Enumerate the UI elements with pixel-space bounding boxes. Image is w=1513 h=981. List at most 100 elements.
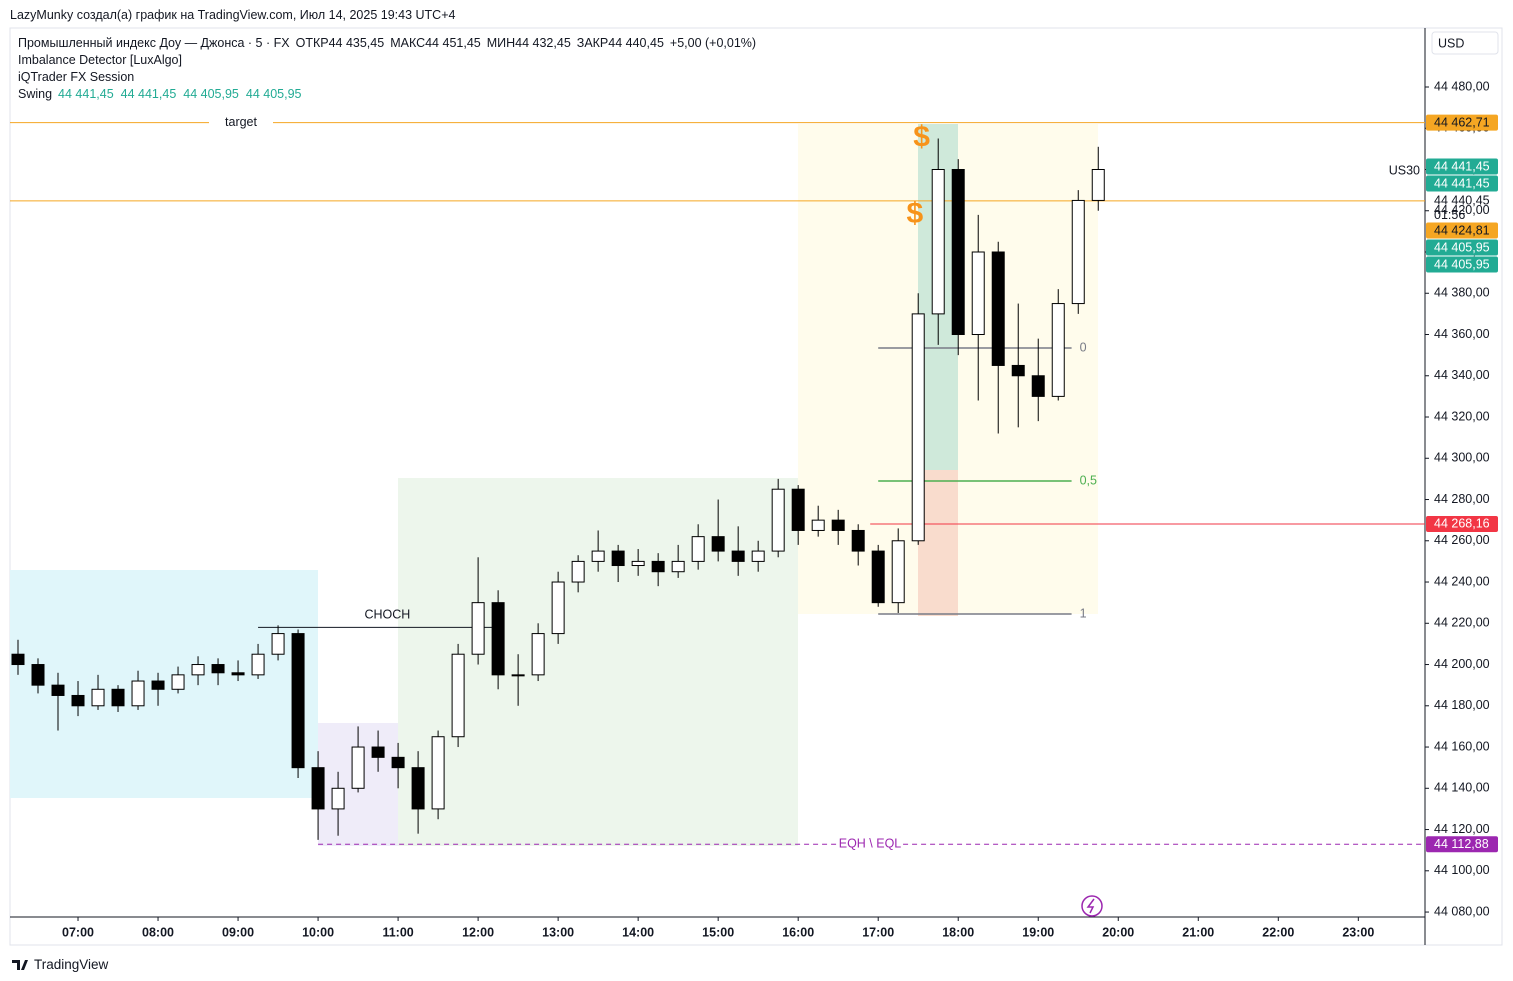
countdown: 01:56 xyxy=(1434,208,1465,222)
price-tag xyxy=(1426,114,1498,131)
candle-body xyxy=(891,540,905,604)
swing-value: 44 405,95 xyxy=(183,87,239,101)
price-tag-label: 44 112,88 xyxy=(1434,837,1489,851)
y-tick-label: 44 340,00 xyxy=(1434,368,1490,382)
x-tick-label: 23:00 xyxy=(1342,925,1374,939)
x-tick-label: 22:00 xyxy=(1262,925,1294,939)
candle-body xyxy=(591,550,605,562)
candle-body xyxy=(851,529,865,552)
candle-body xyxy=(151,680,165,690)
candle-body xyxy=(751,550,765,562)
candle-body xyxy=(1091,168,1105,201)
candle-body xyxy=(491,602,505,676)
fib-label: 1 xyxy=(1080,606,1087,620)
candle-body xyxy=(331,787,345,810)
candle-body xyxy=(791,488,805,531)
candle-body xyxy=(231,672,245,676)
indicator: Imbalance Detector [LuxAlgo] xyxy=(18,53,182,67)
icon xyxy=(1086,898,1095,914)
ohlc-label: МИН xyxy=(486,36,516,50)
currency-button[interactable] xyxy=(1431,31,1499,55)
ohlc-value: 44 451,45 xyxy=(425,36,481,50)
candle-body xyxy=(31,664,45,686)
price-tag-label: 44 441,45 xyxy=(1434,159,1490,173)
currency[interactable]: USD xyxy=(1438,36,1464,50)
x-tick-label: 19:00 xyxy=(1022,925,1054,939)
x-tick-label: 11:00 xyxy=(382,925,413,939)
candle-body xyxy=(91,688,105,707)
icon xyxy=(1081,895,1103,917)
candle-body xyxy=(631,560,645,567)
price-tag-label: 44 268,16 xyxy=(1434,517,1490,531)
ohlc-label: ОТКР xyxy=(295,36,329,50)
candle-body xyxy=(1051,303,1065,397)
y-tick-label: 44 140,00 xyxy=(1434,781,1490,795)
choch-label: CHOCH xyxy=(364,608,410,622)
y-tick-label: 44 120,00 xyxy=(1434,822,1490,836)
signal-icon: $ xyxy=(907,197,924,230)
candle-body xyxy=(251,653,265,676)
level-label: target xyxy=(225,115,257,129)
signal-icon: $ xyxy=(913,120,930,153)
symbol-label: US30 xyxy=(1389,163,1420,177)
y-tick-label: 44 480,00 xyxy=(1434,79,1490,93)
swing-name: Swing xyxy=(18,87,53,101)
price-tag xyxy=(1426,836,1498,853)
y-tick-label: 44 260,00 xyxy=(1434,533,1490,547)
y-tick-label: 44 100,00 xyxy=(1434,863,1490,877)
candle-body xyxy=(351,746,365,789)
y-tick-label: 44 420,00 xyxy=(1434,203,1490,217)
candle-body xyxy=(671,560,685,573)
candle-body xyxy=(171,674,185,690)
y-tick-label: 44 300,00 xyxy=(1434,451,1490,465)
price-tag-label: 44 441,45 xyxy=(1434,176,1490,190)
candle-body xyxy=(211,664,225,674)
candle-body xyxy=(51,684,65,696)
swing-value: 44 441,45 xyxy=(120,87,177,101)
price-tag-label: 44 405,95 xyxy=(1434,257,1490,271)
x-tick-label: 12:00 xyxy=(462,925,494,939)
price-tag-label: 44 405,95 xyxy=(1434,240,1490,254)
change: +5,00 (+0,01%) xyxy=(669,36,757,50)
ohlc-label: МАКС xyxy=(390,36,426,50)
ohlc: ОТКР44 435,45 МАКС44 451,45 МИН44 432,45 ЗА… xyxy=(296,36,670,50)
y-tick-label: 44 280,00 xyxy=(1434,492,1490,506)
candle-body xyxy=(951,168,965,336)
x-tick-label: 13:00 xyxy=(542,925,574,939)
x-tick-label: 10:00 xyxy=(302,925,334,939)
x-tick-label: 14:00 xyxy=(622,925,654,939)
candle-body xyxy=(811,519,825,531)
attribution: LazyMunky создал(а) график на TradingVie… xyxy=(10,8,456,22)
candle-body xyxy=(371,746,385,758)
price-tag-label: 44 424,81 xyxy=(1434,223,1490,237)
x-tick-label: 21:00 xyxy=(1182,925,1214,939)
instrument: Промышленный индекс Доу — Джонса · 5 · F… xyxy=(18,36,290,50)
price-tag xyxy=(1426,239,1498,256)
y-tick-label: 44 360,00 xyxy=(1434,327,1490,341)
price-tag xyxy=(1426,158,1498,175)
candle-body xyxy=(551,581,565,635)
y-tick-label: 44 080,00 xyxy=(1434,904,1490,918)
candle-body xyxy=(131,680,145,707)
candle-body xyxy=(971,251,985,336)
level-label: EQH \ EQL xyxy=(839,837,902,851)
indicator: iQTrader FX Session xyxy=(18,70,135,84)
x-tick-label: 09:00 xyxy=(222,925,254,939)
candle-body xyxy=(531,633,545,676)
candle-body xyxy=(651,560,665,573)
candle-body xyxy=(691,536,705,562)
label-bg xyxy=(838,836,902,853)
plot: 44 080,00 44 100,00 44 120,00 44 140,00 44 1… xyxy=(10,79,1498,939)
candle-body xyxy=(611,550,625,567)
candle-body xyxy=(571,560,585,583)
label-bg xyxy=(209,114,273,131)
x-tick-label: 08:00 xyxy=(142,925,174,939)
ohlc-value: 44 440,45 xyxy=(608,36,664,50)
y-tick-label: 44 320,00 xyxy=(1434,409,1490,423)
x-tick-label: 07:00 xyxy=(62,925,94,939)
x-tick-label: 20:00 xyxy=(1102,925,1134,939)
candle-body xyxy=(191,664,205,676)
price-tag xyxy=(1426,175,1498,192)
x-tick-label: 18:00 xyxy=(942,925,974,939)
candle-body xyxy=(831,519,845,531)
